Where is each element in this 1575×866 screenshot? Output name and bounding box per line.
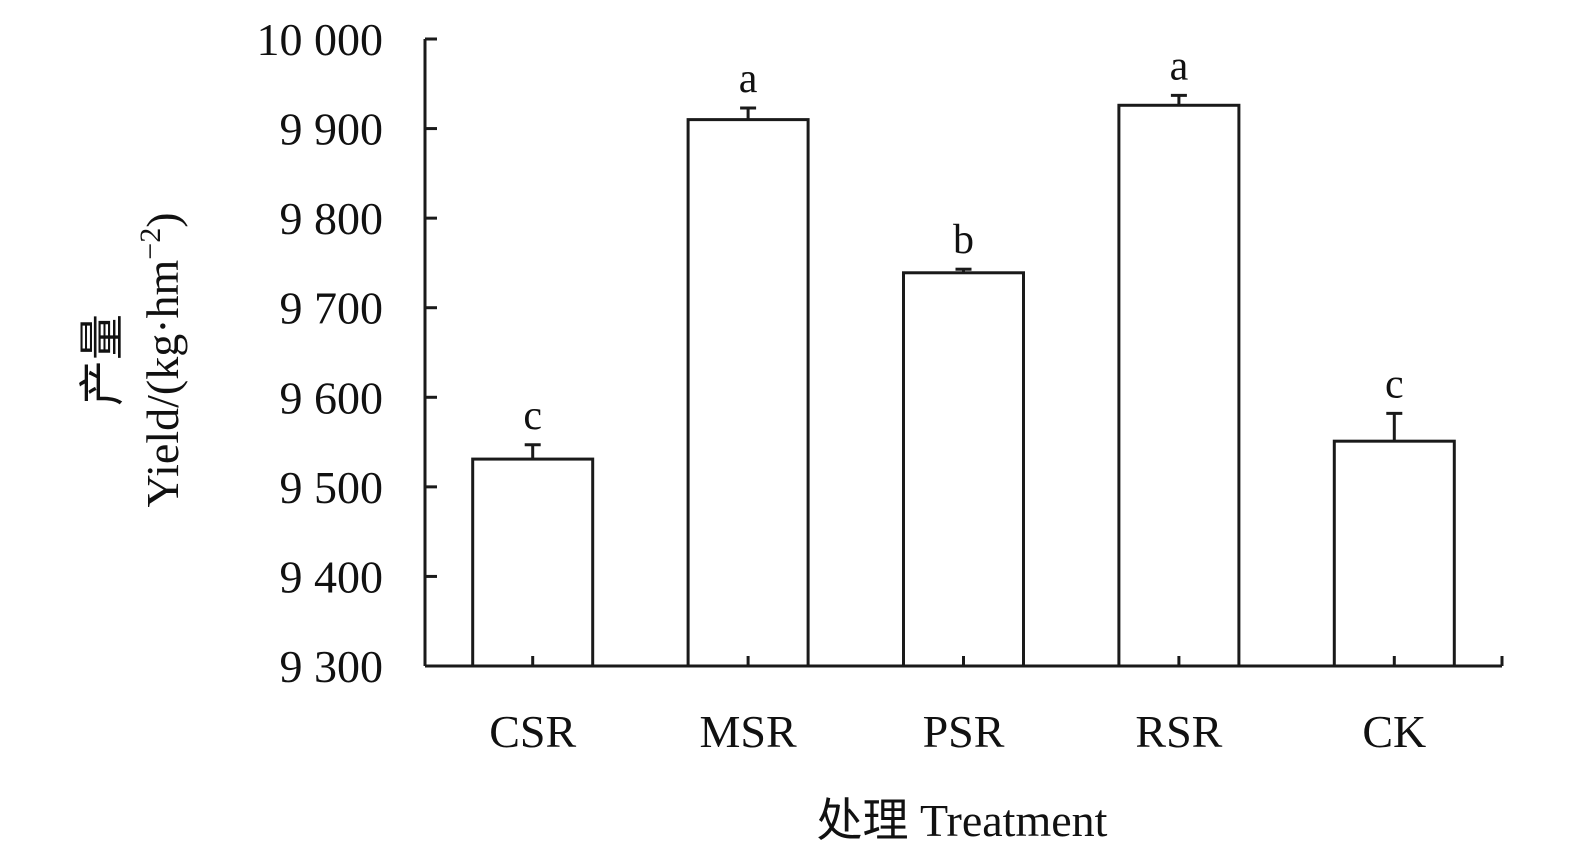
y-axis-title-sup: −2 (134, 228, 167, 260)
bars-group: c a b a c (471, 43, 1456, 668)
significance-label-csr: c (523, 393, 542, 439)
x-tick-label-ck: CK (1362, 706, 1426, 757)
y-tick-label: 9 300 (280, 641, 384, 692)
bar-rsr (1117, 103, 1241, 668)
y-tick-label: 9 700 (280, 283, 384, 334)
x-ticks-group: CSR MSR PSR RSR CK (489, 656, 1504, 757)
y-axis-title-close: ) (137, 212, 188, 227)
significance-label-psr: b (953, 217, 974, 263)
y-axis-title-en: Yield/(kg·hm−2) (134, 212, 188, 507)
bar-csr (471, 457, 595, 668)
y-tick-label: 10 000 (257, 14, 384, 65)
y-tick-label: 9 500 (280, 462, 384, 513)
bar-ck (1332, 439, 1456, 668)
x-axis-title: 处理 Treatment (817, 795, 1108, 846)
y-tick-label: 9 900 (280, 104, 384, 155)
y-axis-title-en-main: Yield/(kg·hm (137, 259, 188, 507)
y-axis-title: 产量 Yield/(kg·hm−2) (77, 212, 188, 507)
x-tick-label-psr: PSR (923, 706, 1005, 757)
y-ticks-group: 9 300 9 400 9 500 9 600 9 700 9 800 9 900 10 00… (257, 14, 437, 692)
x-tick-label-rsr: RSR (1135, 706, 1222, 757)
significance-label-msr: a (739, 56, 758, 102)
bar-psr (902, 271, 1025, 668)
bar-msr (686, 118, 810, 668)
y-tick-label: 9 600 (280, 372, 384, 423)
x-tick-label-csr: CSR (489, 706, 576, 757)
significance-label-rsr: a (1170, 43, 1189, 89)
y-axis-title-cn: 产量 (77, 314, 128, 406)
x-tick-label-msr: MSR (700, 706, 797, 757)
y-tick-label: 9 400 (280, 551, 384, 602)
y-tick-label: 9 800 (280, 193, 384, 244)
significance-label-ck: c (1385, 361, 1404, 407)
